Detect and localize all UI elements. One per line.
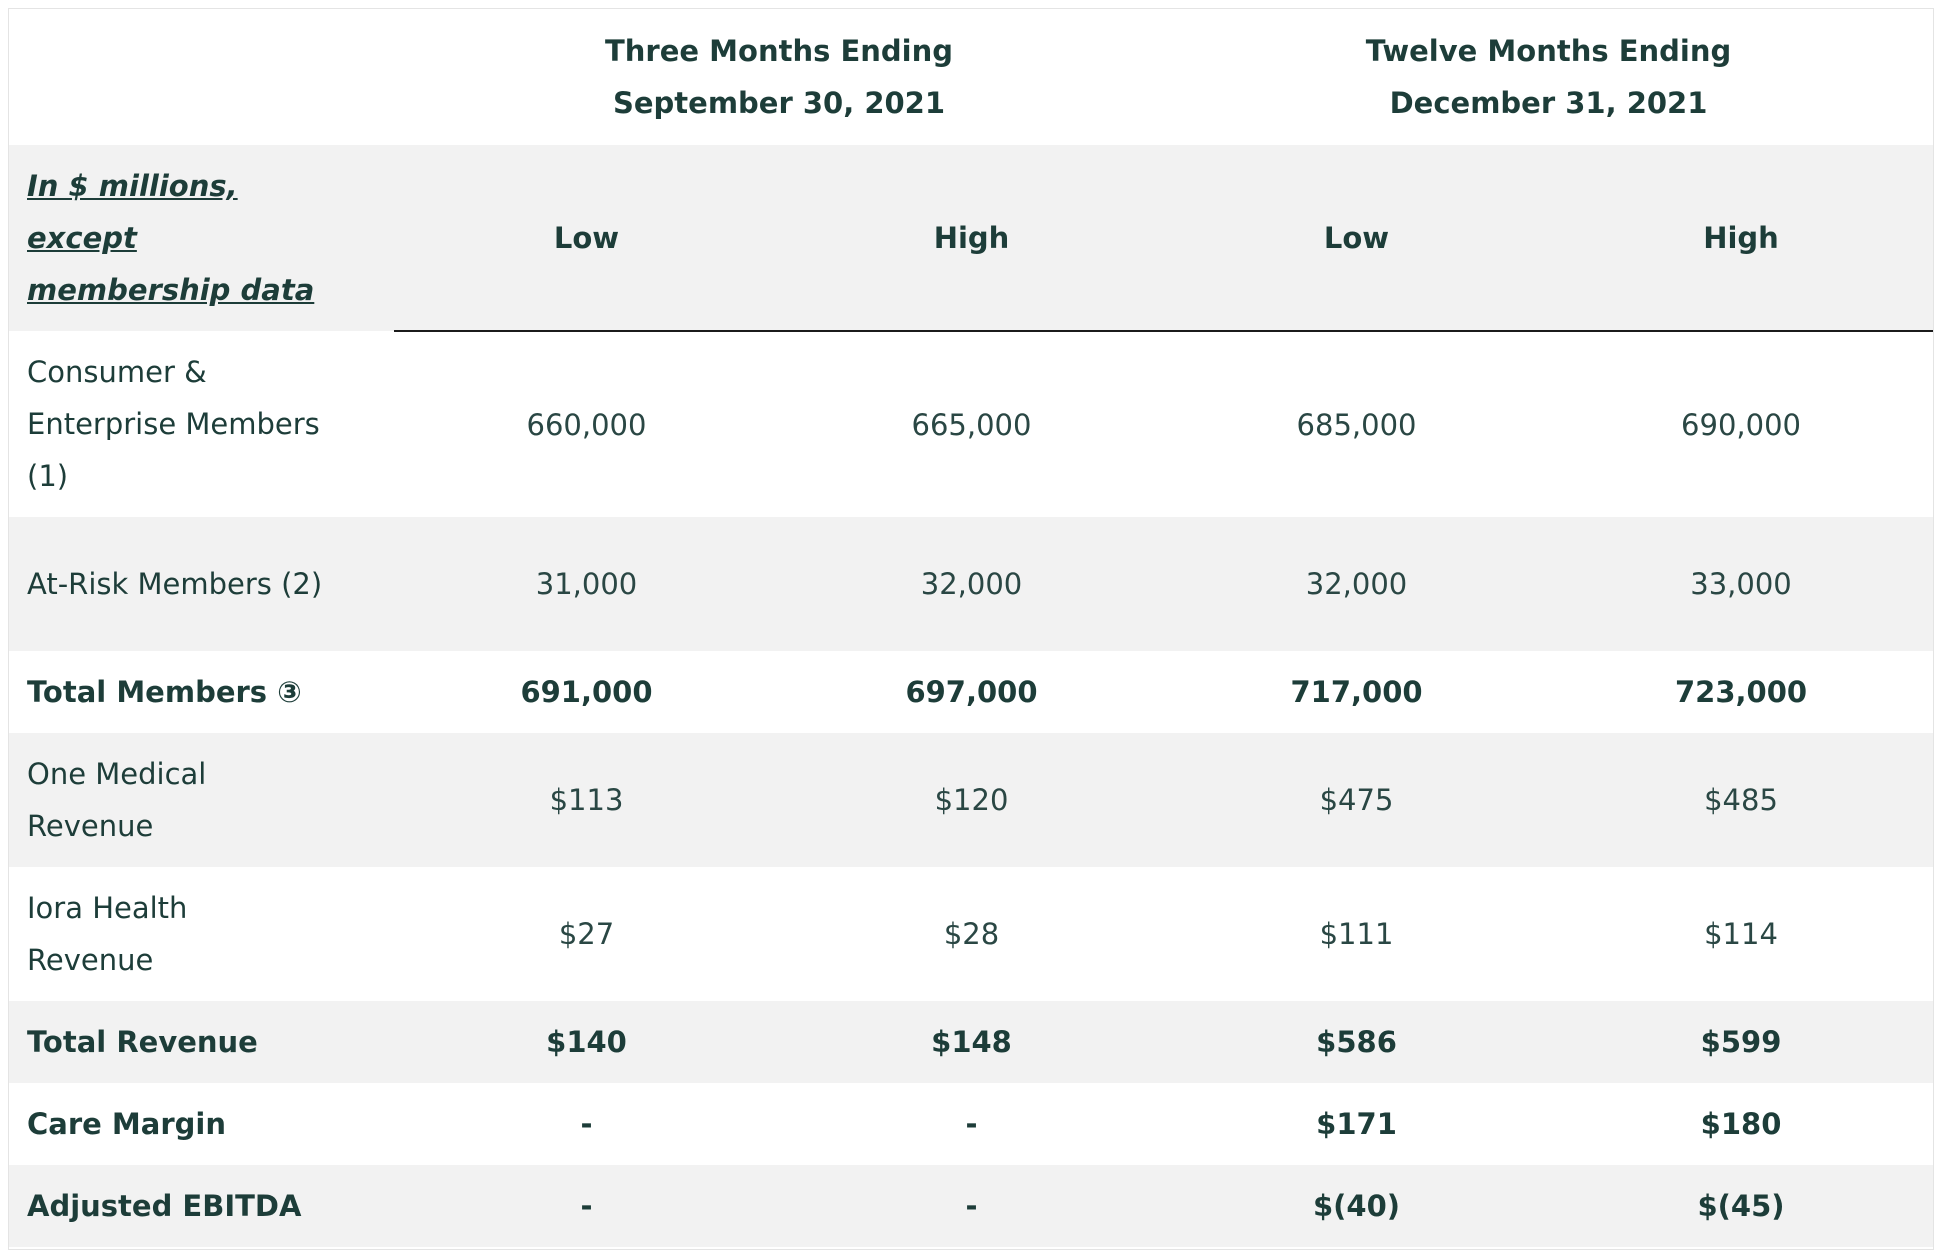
cell-value: 32,000 bbox=[920, 567, 1023, 601]
row-label: One Medical Revenue bbox=[27, 757, 207, 843]
cell-value: $111 bbox=[1319, 917, 1394, 951]
cell-value: $599 bbox=[1700, 1025, 1782, 1059]
cell-value: $27 bbox=[558, 917, 615, 951]
cell-value: 685,000 bbox=[1296, 407, 1417, 442]
period-date: December 31, 2021 bbox=[1389, 86, 1708, 120]
column-header-high: High bbox=[779, 145, 1165, 332]
cell-value: $148 bbox=[931, 1025, 1012, 1059]
cell-value: - bbox=[965, 1189, 978, 1223]
cell-value: $114 bbox=[1704, 917, 1778, 951]
period-header-twelve-months: Twelve Months Ending December 31, 2021 bbox=[1164, 9, 1933, 145]
cell-value: - bbox=[965, 1107, 978, 1141]
cell-value: $180 bbox=[1700, 1107, 1782, 1141]
row-label: Care Margin bbox=[27, 1107, 226, 1141]
table-row: One Medical Revenue $113 $120 $475 $485 bbox=[9, 733, 1934, 867]
period-header-row: Three Months Ending September 30, 2021 T… bbox=[9, 9, 1934, 145]
column-header-row: In $ millions, except membership data Lo… bbox=[9, 145, 1934, 332]
cell-value: - bbox=[580, 1189, 593, 1223]
cell-value: $(45) bbox=[1697, 1189, 1785, 1223]
cell-value: 691,000 bbox=[520, 675, 653, 709]
row-label: Adjusted EBITDA bbox=[27, 1189, 302, 1223]
cell-value: $586 bbox=[1316, 1025, 1397, 1059]
period-header-blank bbox=[9, 9, 394, 145]
table-row-adjusted-ebitda: Adjusted EBITDA - - $(40) $(45) bbox=[9, 1165, 1934, 1247]
row-label: At-Risk Members (2) bbox=[27, 567, 323, 601]
cell-value: 660,000 bbox=[526, 407, 647, 442]
period-header-three-months: Three Months Ending September 30, 2021 bbox=[394, 9, 1164, 145]
table-row: Consumer & Enterprise Members (1) 660,00… bbox=[9, 331, 1934, 517]
cell-value: $113 bbox=[549, 783, 624, 817]
cell-value: $140 bbox=[546, 1025, 627, 1059]
cell-value: 31,000 bbox=[535, 567, 638, 601]
cell-value: 690,000 bbox=[1681, 407, 1801, 442]
table-row-total-revenue: Total Revenue $140 $148 $586 $599 bbox=[9, 1001, 1934, 1083]
cell-value: 33,000 bbox=[1690, 567, 1792, 601]
unit-note-cell: In $ millions, except membership data bbox=[9, 145, 394, 331]
column-header-low: Low bbox=[394, 145, 779, 332]
cell-value: $120 bbox=[934, 783, 1009, 817]
guidance-table: Three Months Ending September 30, 2021 T… bbox=[9, 9, 1934, 1247]
column-header-high: High bbox=[1549, 145, 1934, 332]
cell-value: 723,000 bbox=[1674, 675, 1808, 709]
cell-value: - bbox=[580, 1107, 593, 1141]
cell-value: $171 bbox=[1316, 1107, 1397, 1141]
table-row-care-margin: Care Margin - - $171 $180 bbox=[9, 1083, 1934, 1165]
row-label: Iora Health Revenue bbox=[27, 891, 188, 977]
cell-value: $485 bbox=[1704, 783, 1778, 817]
cell-value: $475 bbox=[1319, 783, 1394, 817]
period-title: Twelve Months Ending bbox=[1365, 34, 1732, 68]
period-title: Three Months Ending bbox=[605, 34, 954, 68]
row-label: Total Members ③ bbox=[27, 675, 302, 709]
table-row-total-members: Total Members ③ 691,000 697,000 717,000 … bbox=[9, 651, 1934, 733]
cell-value: 32,000 bbox=[1305, 567, 1408, 601]
period-date: September 30, 2021 bbox=[612, 86, 946, 120]
cell-value: 697,000 bbox=[905, 675, 1038, 709]
table-row: At-Risk Members (2) 31,000 32,000 32,000… bbox=[9, 517, 1934, 651]
unit-note-link[interactable]: In $ millions, except membership data bbox=[27, 169, 315, 307]
cell-value: 665,000 bbox=[911, 407, 1032, 442]
cell-value: 717,000 bbox=[1290, 675, 1423, 709]
column-header-low: Low bbox=[1164, 145, 1550, 332]
row-label: Total Revenue bbox=[27, 1025, 258, 1059]
cell-value: $28 bbox=[943, 917, 1000, 951]
cell-value: $(40) bbox=[1312, 1189, 1401, 1223]
table-row: Iora Health Revenue $27 $28 $111 $114 bbox=[9, 867, 1934, 1001]
row-label: Consumer & Enterprise Members (1) bbox=[27, 355, 320, 493]
